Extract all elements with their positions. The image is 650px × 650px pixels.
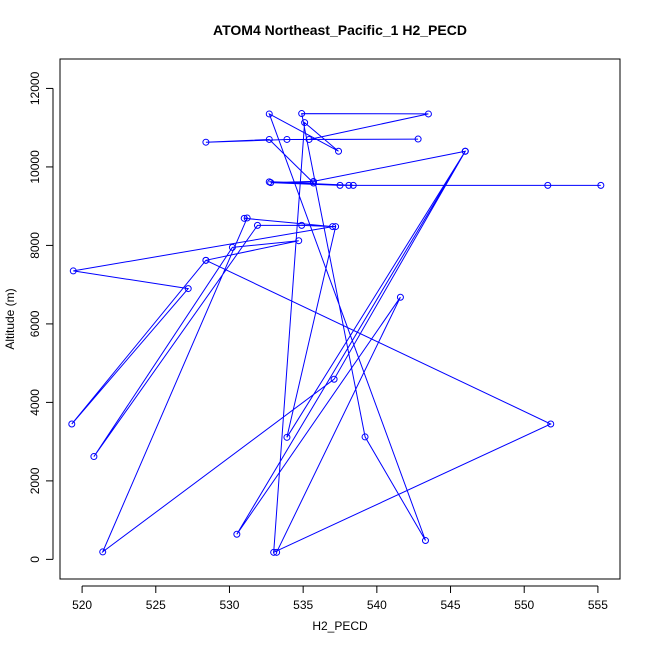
data-point xyxy=(90,453,98,461)
data-point xyxy=(329,223,337,231)
data-point xyxy=(265,110,273,118)
y-tick-label: 8000 xyxy=(28,232,42,259)
data-point xyxy=(309,179,317,187)
chart-title: ATOM4 Northeast_Pacific_1 H2_PECD xyxy=(213,22,467,38)
data-point xyxy=(301,119,309,127)
y-tick-label: 4000 xyxy=(28,389,42,416)
data-point xyxy=(273,548,281,556)
data-point xyxy=(283,433,291,441)
data-point xyxy=(228,243,236,251)
data-point xyxy=(396,293,404,301)
x-tick-label: 540 xyxy=(367,598,387,612)
data-point xyxy=(69,267,77,275)
y-tick-label: 6000 xyxy=(28,310,42,337)
series-layer xyxy=(68,110,605,556)
data-point xyxy=(336,181,344,189)
y-tick-label: 10000 xyxy=(28,150,42,184)
data-point xyxy=(345,181,353,189)
data-point xyxy=(99,548,107,556)
data-point xyxy=(332,223,340,231)
y-tick-label: 0 xyxy=(28,556,42,563)
x-tick-label: 555 xyxy=(588,598,608,612)
plot-frame xyxy=(59,58,621,580)
data-point xyxy=(298,110,306,118)
x-tick-label: 535 xyxy=(293,598,313,612)
x-tick-label: 530 xyxy=(219,598,239,612)
data-point xyxy=(202,138,210,146)
data-point xyxy=(361,433,369,441)
y-axis-label: Altitude (m) xyxy=(3,288,17,349)
data-point xyxy=(414,135,422,143)
data-point xyxy=(283,135,291,143)
data-point xyxy=(233,530,241,538)
data-point xyxy=(597,181,605,189)
x-tick-label: 525 xyxy=(146,598,166,612)
y-tick-label: 12000 xyxy=(28,71,42,105)
x-tick-label: 550 xyxy=(514,598,534,612)
y-tick-label: 2000 xyxy=(28,467,42,494)
data-point xyxy=(424,110,432,118)
data-point xyxy=(243,214,251,222)
data-point xyxy=(202,256,210,264)
data-point xyxy=(461,147,469,155)
series-line xyxy=(71,112,601,554)
x-axis: 520 525 530 535 540 545 550 555 xyxy=(72,585,608,612)
data-point xyxy=(330,375,338,383)
data-point xyxy=(547,420,555,428)
data-point xyxy=(265,135,273,143)
x-tick-label: 520 xyxy=(72,598,92,612)
data-point xyxy=(421,537,429,545)
y-axis: 0 2000 4000 6000 8000 10000 12000 xyxy=(28,71,54,563)
data-point xyxy=(298,221,306,229)
data-point xyxy=(265,178,273,186)
data-point xyxy=(335,147,343,155)
data-point xyxy=(305,135,313,143)
data-point xyxy=(68,420,76,428)
data-point xyxy=(253,221,261,229)
data-point xyxy=(240,214,248,222)
data-point xyxy=(184,285,192,293)
data-point xyxy=(349,181,357,189)
x-axis-label: H2_PECD xyxy=(312,619,368,633)
data-point xyxy=(270,548,278,556)
x-tick-label: 545 xyxy=(441,598,461,612)
data-point xyxy=(544,181,552,189)
data-point xyxy=(295,237,303,245)
